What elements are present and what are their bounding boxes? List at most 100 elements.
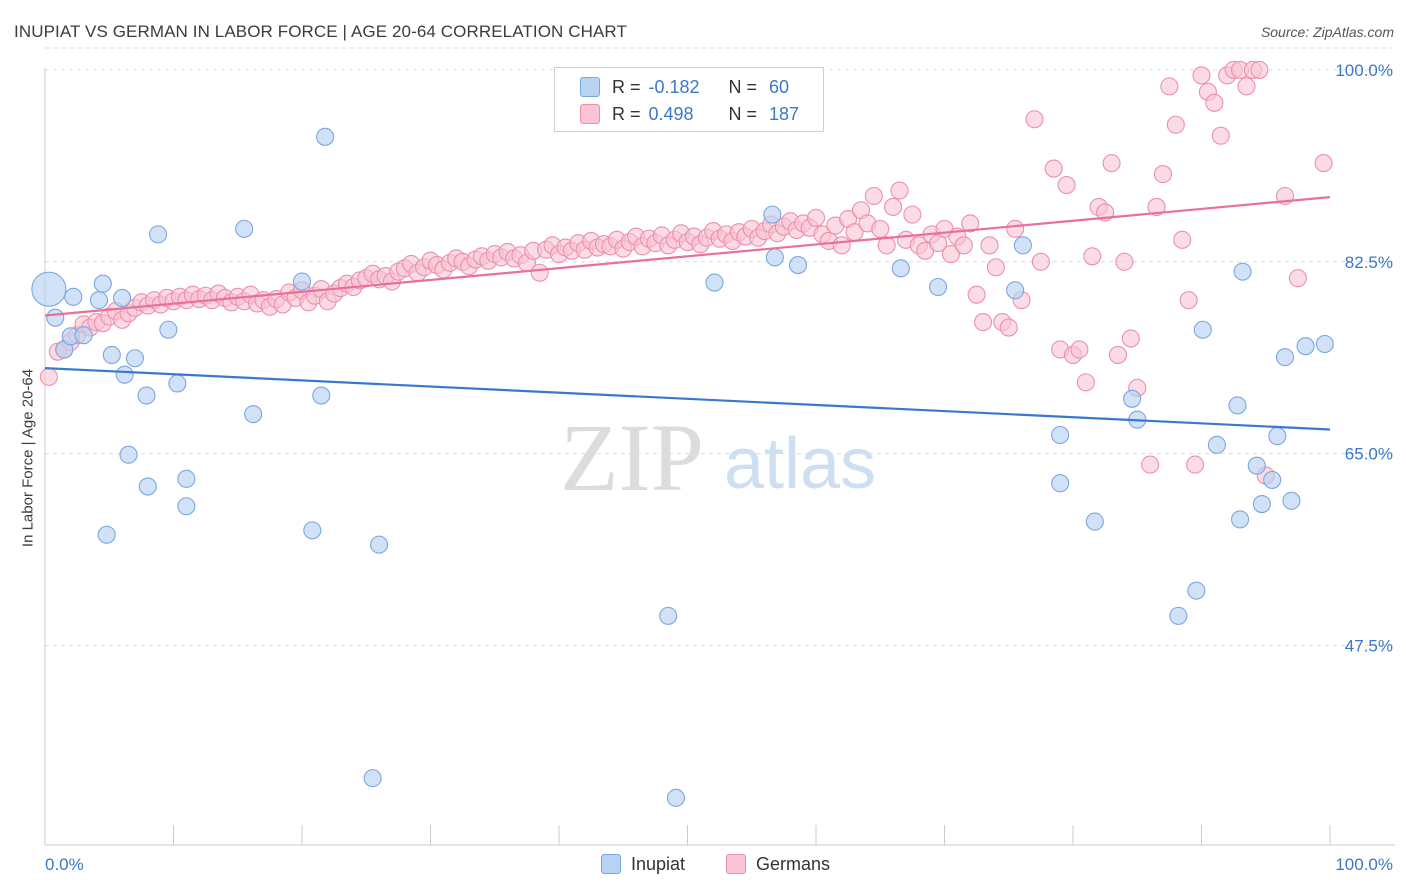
legend-inupiat-label: Inupiat (631, 853, 686, 874)
german-point (1044, 159, 1063, 178)
inupiat-point (1296, 337, 1315, 356)
german-point (980, 236, 999, 255)
inupiat-point (1123, 389, 1142, 408)
german-point (890, 181, 909, 200)
german-point (1186, 455, 1205, 474)
inupiat-point (1315, 334, 1334, 354)
german-point (1205, 93, 1224, 112)
german-point (973, 313, 993, 332)
inupiat-point (119, 445, 138, 464)
german-point (1211, 126, 1230, 145)
inupiat-point (74, 326, 93, 345)
german-point (1006, 219, 1025, 238)
inupiat-point (316, 127, 335, 146)
inupiat-point (244, 405, 263, 424)
watermark-zip: ZIP (560, 404, 704, 511)
german-point (1314, 154, 1333, 173)
inupiat-point (1252, 495, 1271, 514)
inupiat-point (1231, 510, 1250, 529)
inupiat-point (125, 349, 144, 368)
inupiat-point (138, 477, 157, 496)
inupiat-point (159, 320, 178, 339)
german-point (1250, 60, 1269, 79)
y-tick-label: 65.0% (1345, 445, 1393, 464)
inupiat-point (1233, 262, 1252, 281)
german-point (877, 236, 896, 255)
inupiat-r-label: R = (612, 76, 641, 97)
inupiat-n-value: 60 (769, 76, 790, 97)
german-point (39, 367, 58, 386)
inupiat-point (97, 525, 116, 544)
german-point (1153, 165, 1172, 184)
inupiat-point (1051, 425, 1070, 445)
grid-lines (45, 47, 1395, 646)
german-point (941, 245, 960, 264)
german-point (884, 197, 903, 217)
german-point (986, 258, 1005, 277)
german-point (1166, 115, 1185, 134)
inupiat-point (31, 271, 67, 307)
inupiat-point (1228, 396, 1247, 415)
stats-row-german: R = 0.498 N = 187 (555, 101, 799, 127)
y-tick-label: 82.5% (1345, 253, 1393, 272)
x-tick-label: 100.0% (1335, 855, 1393, 874)
inupiat-point (1282, 491, 1301, 510)
inupiat-point (788, 256, 808, 275)
german-r-label: R = (612, 103, 641, 124)
german-point (903, 205, 922, 224)
inupiat-point (93, 274, 112, 293)
german-point (1102, 154, 1121, 173)
inupiat-point (1085, 512, 1104, 531)
german-point (1070, 340, 1089, 359)
inupiat-point (659, 606, 678, 625)
german-n-label: N = (728, 103, 758, 124)
german-point (1108, 345, 1128, 365)
y-tick-label: 47.5% (1345, 636, 1393, 655)
inupiat-point (137, 386, 156, 405)
watermark-atlas: atlas (724, 424, 876, 504)
inupiat-point (363, 769, 382, 788)
inupiat-point (89, 291, 109, 310)
inupiat-point (1193, 320, 1212, 339)
inupiat-n-label: N = (728, 76, 758, 97)
inupiat-swatch (580, 77, 600, 97)
german-point (832, 236, 851, 255)
german-point (530, 263, 549, 282)
inupiat-point (115, 365, 134, 384)
german-point (864, 186, 883, 206)
inupiat-point (1169, 606, 1188, 625)
german-point (1121, 329, 1140, 348)
german-swatch (580, 104, 600, 124)
german-point (1288, 269, 1307, 288)
german-point (1057, 175, 1076, 195)
inupiat-point (235, 219, 254, 238)
german-point (1237, 77, 1256, 96)
german-point (1031, 252, 1050, 271)
chart-title: INUPIAT VS GERMAN IN LABOR FORCE | AGE 2… (14, 22, 627, 41)
inupiat-point (64, 287, 83, 306)
inupiat-point (763, 205, 782, 224)
trend-lines (44, 195, 1331, 431)
inupiat-point (46, 308, 65, 327)
inupiat-point (1051, 474, 1070, 493)
x-tick-label: 0.0% (45, 855, 84, 874)
inupiat-r-value: -0.182 (648, 76, 700, 97)
source-note: Source: ZipAtlas.com (1260, 24, 1394, 40)
legend-german-swatch (726, 854, 746, 874)
inupiat-point (1263, 470, 1282, 489)
inupiat-point (891, 259, 910, 278)
inupiat-point (177, 497, 196, 516)
inupiat-points (31, 127, 1334, 807)
inupiat-point (666, 788, 685, 807)
stats-row-inupiat: R = -0.182 N = 60 (555, 74, 789, 100)
inupiat-point (1207, 435, 1226, 454)
legend-item-inupiat: Inupiat (601, 851, 685, 877)
inupiat-point (705, 273, 724, 292)
x-tick-labels: 0.0% 100.0% (45, 855, 1393, 874)
german-point (871, 219, 890, 238)
german-trend-line (44, 195, 1331, 317)
inupiat-point (765, 248, 784, 267)
german-r-value: 0.498 (648, 103, 694, 124)
german-point (1141, 455, 1160, 474)
